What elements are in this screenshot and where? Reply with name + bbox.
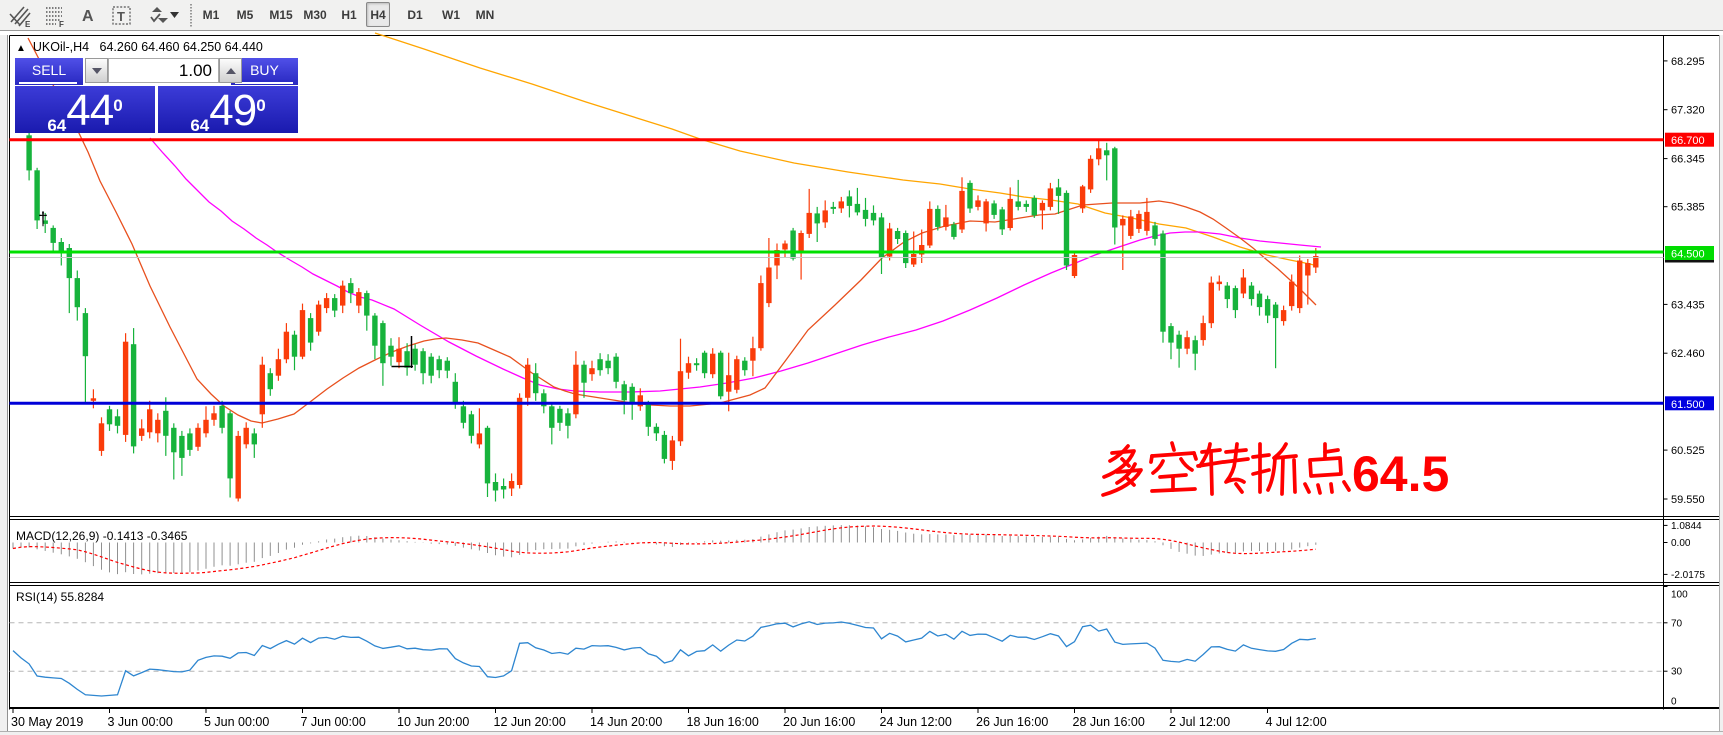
svg-text:0.00: 0.00 [1671,538,1691,549]
svg-text:14 Jun 20:00: 14 Jun 20:00 [590,715,662,729]
svg-text:59.550: 59.550 [1671,494,1705,506]
svg-text:30: 30 [1671,667,1683,678]
svg-text:F: F [59,20,64,29]
svg-text:18 Jun 16:00: 18 Jun 16:00 [687,715,759,729]
svg-text:3 Jun 00:00: 3 Jun 00:00 [108,715,173,729]
svg-text:7 Jun 00:00: 7 Jun 00:00 [301,715,366,729]
svg-text:10 Jun 20:00: 10 Jun 20:00 [397,715,469,729]
svg-text:60.525: 60.525 [1671,445,1705,457]
svg-text:†: † [38,209,48,229]
svg-text:64.500: 64.500 [1671,249,1705,261]
svg-text:A: A [82,8,94,25]
svg-text:2 Jul 12:00: 2 Jul 12:00 [1169,715,1230,729]
svg-text:E: E [25,20,31,29]
svg-text:61.500: 61.500 [1671,399,1705,411]
svg-text:1.0844: 1.0844 [1671,521,1702,532]
svg-text:70: 70 [1671,619,1683,630]
svg-text:RSI(14) 55.8284: RSI(14) 55.8284 [16,590,104,604]
svg-text:5 Jun 00:00: 5 Jun 00:00 [204,715,269,729]
svg-text:100: 100 [1671,590,1688,601]
svg-text:67.320: 67.320 [1671,105,1705,117]
svg-text:28 Jun 16:00: 28 Jun 16:00 [1073,715,1145,729]
svg-text:4 Jul 12:00: 4 Jul 12:00 [1266,715,1327,729]
svg-text:0: 0 [1671,697,1677,708]
svg-text:T: T [117,9,125,24]
svg-text:62.460: 62.460 [1671,348,1705,360]
svg-text:12 Jun 20:00: 12 Jun 20:00 [494,715,566,729]
svg-text:65.385: 65.385 [1671,202,1705,214]
svg-text:30 May 2019: 30 May 2019 [11,715,83,729]
svg-text:-2.0175: -2.0175 [1671,570,1705,581]
svg-text:66.345: 66.345 [1671,154,1705,166]
svg-text:24 Jun 12:00: 24 Jun 12:00 [880,715,952,729]
svg-text:MACD(12,26,9) -0.1413 -0.3465: MACD(12,26,9) -0.1413 -0.3465 [16,529,188,543]
svg-text:63.435: 63.435 [1671,299,1705,311]
svg-text:64.5: 64.5 [1352,446,1449,502]
svg-text:66.700: 66.700 [1671,135,1705,147]
svg-text:20 Jun 16:00: 20 Jun 16:00 [783,715,855,729]
svg-text:68.295: 68.295 [1671,56,1705,68]
svg-text:26 Jun 16:00: 26 Jun 16:00 [976,715,1048,729]
